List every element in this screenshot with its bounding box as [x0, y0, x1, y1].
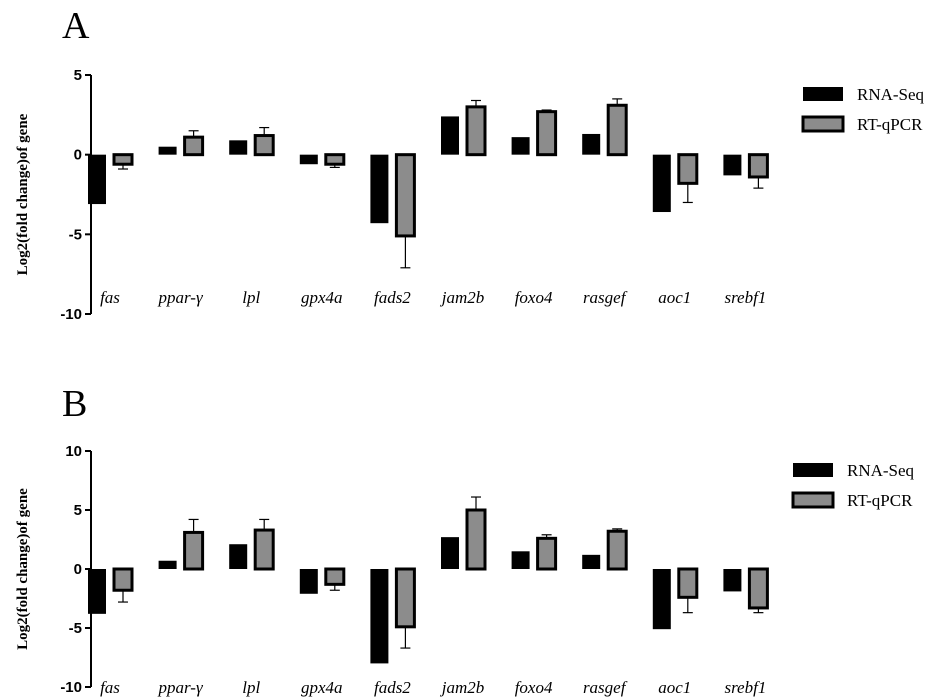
- y-tick-label: -5: [69, 226, 82, 243]
- bar-rna-seq: [652, 569, 671, 630]
- category-label: srebf1: [724, 678, 766, 697]
- category-label: aoc1: [658, 678, 691, 697]
- bar-rt-qpcr: [747, 153, 769, 179]
- bar-rt-qpcr: [112, 567, 134, 592]
- bar-rna-seq: [582, 554, 601, 569]
- bar-rt-qpcr: [324, 567, 346, 586]
- category-label: fas: [100, 678, 120, 697]
- bar-rna-seq: [229, 544, 248, 569]
- y-tick-label: -10: [60, 679, 82, 696]
- bar-rt-qpcr: [324, 153, 346, 166]
- y-tick-label: 10: [65, 443, 82, 460]
- category-label: foxo4: [515, 678, 553, 697]
- category-label: fads2: [374, 678, 411, 697]
- bar-rt-qpcr: [253, 528, 275, 571]
- legend-swatch-rna-seq: [793, 463, 833, 477]
- legend-swatch-rna-seq: [803, 87, 843, 101]
- bar-rt-qpcr: [253, 134, 275, 157]
- legend-label: RNA-Seq: [857, 85, 925, 104]
- category-label: rasgef: [583, 678, 628, 697]
- bar-rna-seq: [299, 569, 318, 594]
- legend-swatch-rt-qpcr: [801, 115, 845, 133]
- category-label: jam2b: [440, 288, 485, 307]
- bar-rna-seq: [441, 537, 459, 569]
- category-label: gpx4a: [301, 678, 343, 697]
- category-label: ppar-γ: [158, 678, 204, 697]
- category-label: fads2: [374, 288, 411, 307]
- bar-rna-seq: [88, 154, 106, 205]
- category-label: aoc1: [658, 288, 691, 307]
- category-label: jam2b: [440, 678, 485, 697]
- bar-rna-seq: [441, 116, 459, 155]
- bar-rna-seq: [511, 551, 530, 569]
- bar-rt-qpcr: [394, 153, 416, 238]
- category-label: rasgef: [583, 288, 628, 307]
- bar-rt-qpcr: [677, 153, 699, 185]
- bar-rna-seq: [370, 569, 389, 664]
- bar-rt-qpcr: [394, 567, 416, 629]
- y-tick-label: 5: [74, 502, 82, 519]
- bar-rna-seq: [158, 146, 177, 155]
- bar-rna-seq: [88, 569, 106, 614]
- bar-rna-seq: [158, 560, 177, 569]
- bar-rt-qpcr: [183, 135, 205, 157]
- bar-rna-seq: [723, 569, 742, 592]
- category-label: fas: [100, 288, 120, 307]
- bar-rna-seq: [652, 154, 671, 213]
- category-label: lpl: [242, 678, 260, 697]
- bar-rna-seq: [723, 154, 742, 176]
- category-label: gpx4a: [301, 288, 343, 307]
- bar-rt-qpcr: [606, 103, 628, 157]
- bar-rt-qpcr: [677, 567, 699, 599]
- bar-rna-seq: [370, 154, 389, 224]
- bar-rt-qpcr: [465, 508, 487, 571]
- category-label: srebf1: [724, 288, 766, 307]
- panel-label: A: [62, 5, 90, 47]
- y-tick-label: -10: [60, 306, 82, 323]
- y-tick-label: 5: [74, 67, 82, 84]
- bar-rna-seq: [582, 133, 601, 155]
- y-axis-label: Log2(fold change)of gene: [15, 488, 31, 650]
- category-label: lpl: [242, 288, 260, 307]
- bar-rt-qpcr: [465, 105, 487, 157]
- bar-rt-qpcr: [747, 567, 769, 610]
- legend-label: RT-qPCR: [857, 115, 923, 134]
- bar-rna-seq: [511, 137, 530, 155]
- panel-label: B: [62, 383, 87, 425]
- y-tick-label: 0: [74, 561, 82, 578]
- bar-rna-seq: [299, 154, 318, 165]
- category-label: foxo4: [515, 288, 553, 307]
- category-label: ppar-γ: [158, 288, 204, 307]
- bar-rna-seq: [229, 140, 248, 155]
- legend-label: RT-qPCR: [847, 491, 913, 510]
- y-tick-label: -5: [69, 620, 82, 637]
- bar-rt-qpcr: [112, 153, 134, 166]
- y-tick-label: 0: [74, 147, 82, 164]
- legend-label: RNA-Seq: [847, 461, 915, 480]
- bar-rt-qpcr: [536, 536, 558, 571]
- bar-rt-qpcr: [606, 529, 628, 571]
- bar-rt-qpcr: [536, 110, 558, 157]
- legend-swatch-rt-qpcr: [791, 491, 835, 509]
- bar-rt-qpcr: [183, 530, 205, 571]
- y-axis-label: Log2(fold change)of gene: [15, 113, 31, 275]
